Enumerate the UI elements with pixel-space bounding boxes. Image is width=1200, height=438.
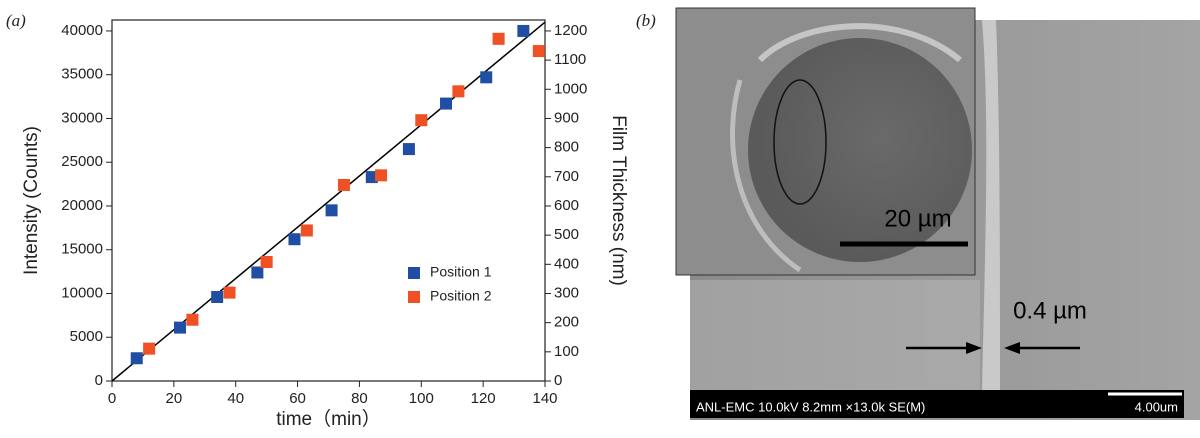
thickness-label: 0.4 µm: [1013, 297, 1087, 324]
y-tick-label: 40000: [61, 22, 103, 39]
legend-swatch: [408, 291, 420, 303]
data-point: [338, 179, 350, 191]
data-point: [403, 143, 415, 155]
y2-tick-label: 0: [554, 372, 562, 389]
legend-label: Position 1: [430, 264, 492, 280]
data-point: [440, 98, 452, 110]
info-scale-label: 4.00um: [1135, 399, 1178, 414]
data-point: [211, 291, 223, 303]
y2-axis-label: Film Thickness (nm): [608, 115, 629, 286]
data-point: [251, 266, 263, 278]
y-tick-label: 10000: [61, 284, 103, 301]
x-tick-label: 140: [532, 390, 557, 407]
data-point: [452, 85, 464, 97]
data-point: [533, 45, 545, 57]
data-point: [261, 256, 273, 268]
legend-label: Position 2: [430, 288, 492, 304]
figure: (a) (b) 02040608010012014005000100001500…: [0, 0, 1200, 433]
y2-tick-label: 1000: [554, 80, 587, 97]
sem-image: 20 µm 0.4 µm ANL-EMC 10.0kV 8.2mm ×13.0k…: [676, 8, 1200, 420]
data-point: [493, 33, 505, 45]
x-tick-label: 80: [351, 390, 368, 407]
data-point: [131, 352, 143, 364]
info-text: ANL-EMC 10.0kV 8.2mm ×13.0k SE(M): [696, 399, 925, 414]
y-tick-label: 0: [95, 372, 103, 389]
x-axis-label: time（min）: [276, 408, 381, 430]
y2-tick-label: 400: [554, 255, 579, 272]
x-tick-label: 0: [108, 390, 116, 407]
y-tick-label: 30000: [61, 109, 103, 126]
data-point: [143, 343, 155, 355]
data-point: [517, 25, 529, 37]
y2-tick-label: 300: [554, 284, 579, 301]
data-point: [288, 233, 300, 245]
data-point: [186, 314, 198, 326]
y-tick-label: 25000: [61, 153, 103, 170]
x-tick-label: 120: [471, 390, 496, 407]
data-point: [480, 71, 492, 83]
data-point: [224, 287, 236, 299]
y2-tick-label: 1100: [554, 51, 586, 68]
y-tick-label: 5000: [70, 328, 103, 345]
data-point: [415, 114, 427, 126]
y-tick-label: 15000: [61, 241, 103, 258]
y2-tick-label: 800: [554, 139, 579, 156]
y2-tick-label: 200: [554, 314, 579, 331]
y2-tick-label: 900: [554, 109, 579, 126]
y2-tick-label: 600: [554, 197, 579, 214]
y2-tick-label: 700: [554, 168, 579, 185]
x-tick-label: 40: [227, 390, 244, 407]
y-tick-label: 35000: [61, 66, 103, 83]
data-point: [326, 204, 338, 216]
y2-tick-label: 1200: [554, 22, 587, 39]
data-point: [174, 322, 186, 334]
y-axis-label: Intensity (Counts): [21, 126, 42, 275]
x-tick-label: 60: [289, 390, 306, 407]
x-tick-label: 100: [409, 390, 434, 407]
panel-label: (b): [636, 11, 656, 30]
data-point: [375, 169, 387, 181]
data-point: [301, 224, 313, 236]
y2-tick-label: 100: [554, 343, 579, 360]
y2-tick-label: 500: [554, 226, 579, 243]
scale-bar-label: 20 µm: [884, 205, 951, 232]
legend-swatch: [408, 267, 420, 279]
panel-label: (a): [6, 11, 26, 30]
image-region: [690, 280, 980, 390]
x-tick-label: 20: [166, 390, 183, 407]
y-tick-label: 20000: [61, 197, 103, 214]
